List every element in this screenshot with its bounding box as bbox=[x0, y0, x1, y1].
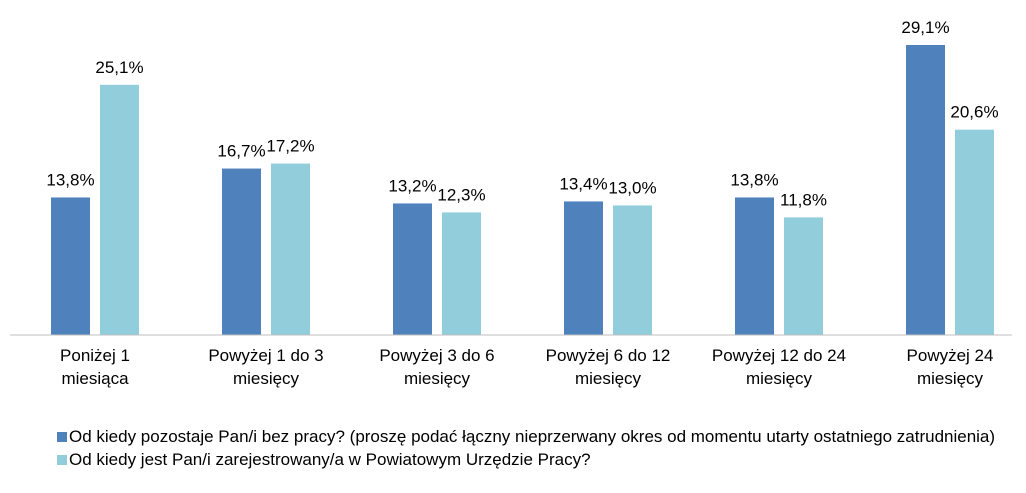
bar bbox=[735, 197, 774, 335]
data-label: 13,0% bbox=[608, 178, 656, 197]
bar bbox=[955, 129, 994, 335]
legend-swatch bbox=[57, 455, 67, 465]
data-label: 13,4% bbox=[559, 174, 607, 193]
x-tick-label: Powyżej 1 do 3 miesięcy bbox=[208, 346, 324, 388]
data-label: 11,8% bbox=[780, 190, 827, 209]
data-label: 13,8% bbox=[730, 170, 778, 189]
bar bbox=[564, 201, 603, 335]
bar bbox=[271, 163, 310, 335]
data-label: 25,1% bbox=[95, 58, 143, 77]
bar bbox=[100, 84, 139, 335]
bar bbox=[906, 44, 945, 335]
bar bbox=[442, 212, 481, 335]
chart: 13,8% 25,1% 16,7% 17,2% 13,2% 12,3% 13,4% 13,0%… bbox=[10, 18, 1012, 336]
x-tick-label: Powyżej 3 do 6 miesięcy bbox=[379, 346, 495, 388]
legend: Od kiedy pozostaje Pan/i bez pracy? (pro… bbox=[57, 425, 997, 471]
bar bbox=[222, 168, 261, 335]
bar bbox=[613, 205, 652, 335]
legend-label: Od kiedy pozostaje Pan/i bez pracy? (pro… bbox=[69, 427, 996, 446]
bar bbox=[51, 197, 90, 335]
data-label: 20,6% bbox=[950, 103, 998, 122]
x-tick-label: Poniżej 1 miesiąca bbox=[60, 346, 130, 388]
data-label: 29,1% bbox=[901, 18, 949, 37]
data-label: 13,8% bbox=[46, 170, 94, 189]
bar bbox=[784, 217, 823, 335]
x-tick-label: Powyżej 24 miesięcy bbox=[906, 346, 994, 388]
x-tick-label: Powyżej 12 do 24 miesięcy bbox=[711, 346, 847, 388]
legend-label: Od kiedy jest Pan/i zarejestrowany/a w P… bbox=[69, 450, 591, 469]
x-tick-label: Powyżej 6 do 12 miesięcy bbox=[545, 346, 671, 388]
data-label: 17,2% bbox=[266, 137, 314, 156]
data-label: 12,3% bbox=[437, 185, 485, 204]
legend-swatch bbox=[57, 432, 67, 442]
legend-item: Od kiedy jest Pan/i zarejestrowany/a w P… bbox=[57, 448, 997, 471]
bar bbox=[393, 203, 432, 335]
data-label: 16,7% bbox=[217, 142, 265, 161]
data-label: 13,2% bbox=[388, 176, 436, 195]
legend-item: Od kiedy pozostaje Pan/i bez pracy? (pro… bbox=[57, 425, 997, 448]
